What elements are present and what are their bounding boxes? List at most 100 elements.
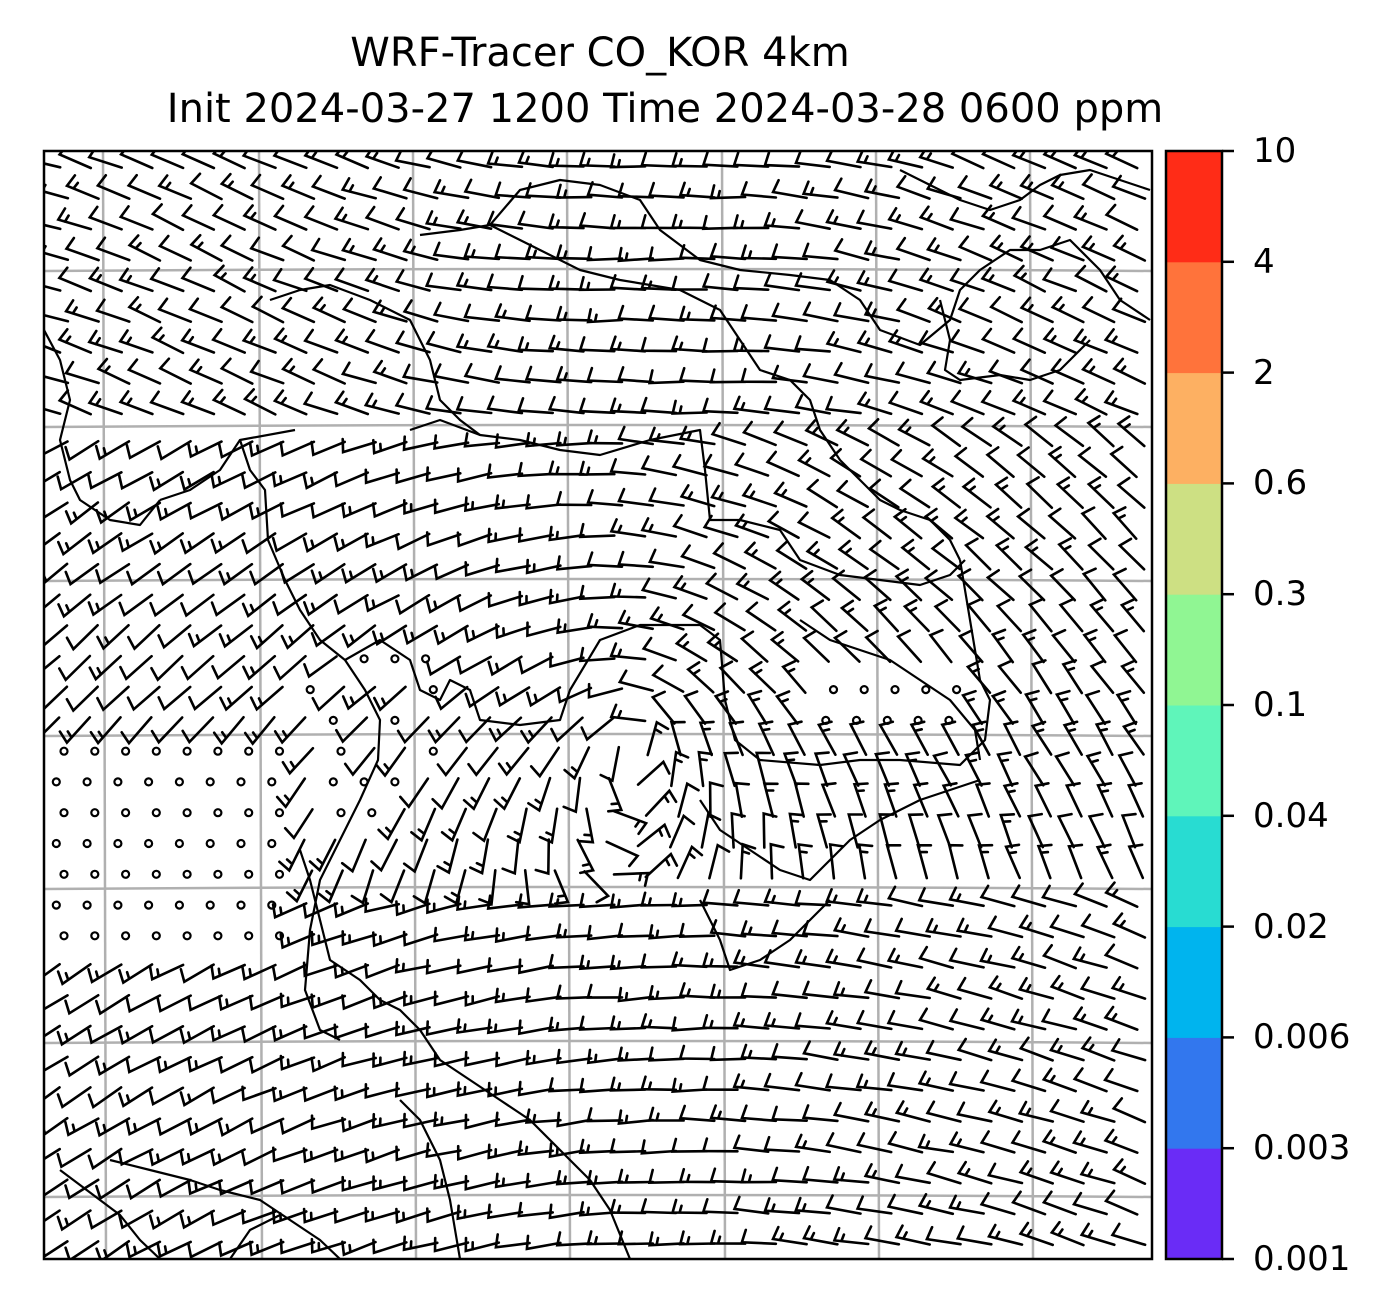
wind-barb — [970, 720, 991, 756]
wind-barb — [918, 1007, 954, 1031]
wind-barb — [272, 151, 308, 170]
wind-barb — [746, 689, 768, 726]
wind-barb — [280, 624, 315, 650]
wind-barb — [547, 213, 585, 230]
wind-barb — [709, 1229, 747, 1245]
wind-barb — [281, 234, 316, 262]
wind-barb — [669, 720, 686, 757]
wind-barb — [956, 1101, 993, 1123]
wind-barb — [56, 470, 92, 492]
wind-barb — [804, 419, 839, 447]
wind-barb — [1112, 234, 1147, 262]
gridline-longitude — [101, 151, 108, 1259]
wind-barb — [494, 1111, 531, 1128]
wind-barb — [395, 900, 431, 917]
wind-barb — [395, 1145, 431, 1162]
wind-barb — [464, 1174, 501, 1191]
wind-barb — [990, 628, 1015, 664]
calm-wind-circle — [267, 900, 277, 910]
wind-barb — [424, 272, 462, 292]
wind-barb — [364, 329, 400, 354]
wind-barb — [341, 1051, 377, 1068]
wind-barb — [333, 593, 369, 616]
wind-barb — [217, 440, 254, 459]
wind-barb — [303, 205, 339, 231]
wind-barb — [395, 1207, 431, 1224]
wind-barb — [926, 296, 962, 324]
colorbar-block — [1166, 151, 1222, 263]
wind-barb — [647, 1046, 685, 1062]
wind-barb — [1010, 1008, 1047, 1031]
coastline-path — [699, 899, 831, 972]
wind-barb — [678, 366, 716, 384]
wind-barb — [280, 174, 316, 200]
wind-barb — [249, 685, 284, 712]
wind-barb — [553, 869, 570, 905]
wind-barb — [425, 594, 462, 614]
wind-barb — [878, 720, 899, 756]
calm-wind-circle — [90, 808, 100, 818]
wind-barb — [363, 392, 400, 415]
wind-barb — [741, 483, 777, 508]
wind-barb — [310, 1237, 347, 1254]
wind-barb — [1042, 151, 1077, 170]
wind-barb — [210, 1210, 246, 1227]
calm-wind-circle — [59, 746, 69, 756]
wind-barb — [425, 151, 462, 169]
wind-barb — [456, 895, 493, 912]
wind-barb — [855, 151, 893, 169]
wind-barb — [310, 993, 347, 1010]
wind-barb — [765, 450, 800, 478]
wind-barb — [1054, 751, 1076, 787]
wind-barb — [1041, 267, 1077, 293]
wind-barb — [486, 333, 524, 353]
calm-wind-circle — [120, 746, 131, 756]
calm-wind-circle — [951, 684, 962, 695]
wind-barb — [648, 548, 685, 569]
wind-barb — [302, 471, 339, 490]
calm-wind-circle — [236, 900, 246, 910]
wind-barb — [1079, 976, 1116, 1000]
wind-barb — [524, 365, 562, 384]
wind-barb — [1082, 628, 1107, 664]
wind-barb — [773, 481, 808, 508]
wind-barb — [548, 588, 585, 605]
wind-barb — [525, 925, 562, 942]
calm-wind-circle — [120, 931, 131, 941]
wind-barb — [335, 716, 369, 744]
calm-wind-circle — [336, 746, 346, 756]
wind-barb — [94, 1055, 131, 1077]
wind-barb — [702, 514, 739, 539]
wind-barb — [895, 236, 931, 262]
wind-barb — [897, 418, 931, 447]
colorbar-block — [1166, 372, 1222, 484]
wind-barb — [701, 151, 739, 168]
wind-barb — [796, 511, 831, 539]
wind-barb — [640, 455, 678, 477]
wind-barb — [125, 1117, 162, 1137]
wind-barb — [874, 751, 891, 787]
wind-barb — [341, 1116, 377, 1133]
wind-barb — [524, 1108, 562, 1124]
wind-barb — [580, 716, 615, 742]
wind-barb — [310, 1056, 346, 1073]
wind-barb — [832, 302, 870, 323]
wind-barb — [863, 1225, 901, 1246]
wind-barb — [883, 782, 900, 818]
wind-barb — [280, 296, 316, 324]
wind-barb — [371, 1112, 408, 1129]
wind-barb — [763, 888, 801, 907]
wind-barb — [647, 1168, 685, 1185]
wind-barb — [774, 690, 799, 725]
wind-barb — [394, 207, 431, 231]
wind-barb — [518, 958, 554, 975]
wind-barb — [150, 654, 184, 682]
wind-barb — [494, 1233, 531, 1249]
wind-barb — [548, 1016, 585, 1033]
wind-barb — [617, 304, 655, 322]
wind-barb — [917, 1070, 955, 1092]
wind-barb — [464, 625, 500, 644]
calm-wind-circle — [236, 777, 246, 787]
wind-barb — [948, 886, 985, 908]
colorbar-tick-label: 0.3 — [1253, 574, 1308, 615]
